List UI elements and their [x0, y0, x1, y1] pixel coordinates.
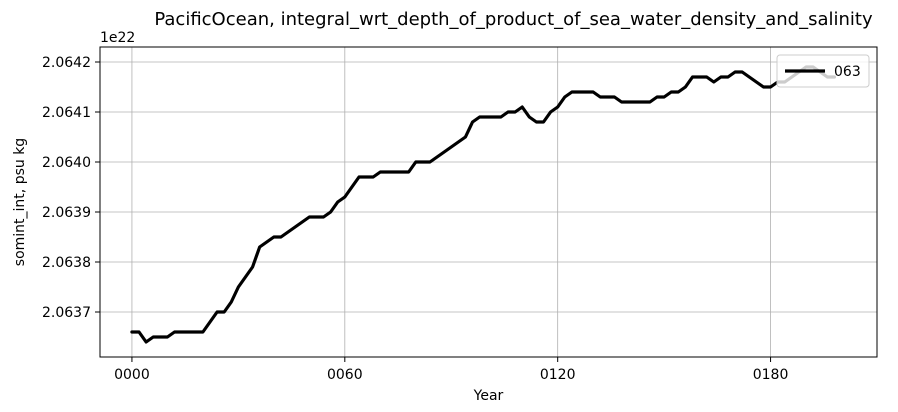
- y-offset-text: 1e22: [100, 30, 135, 46]
- chart-title: PacificOcean, integral_wrt_depth_of_prod…: [154, 9, 873, 30]
- y-tick-label: 2.0642: [42, 55, 91, 71]
- x-tick-label: 0000: [114, 367, 150, 383]
- legend-label: 063: [834, 64, 861, 80]
- x-tick-label: 0060: [327, 367, 363, 383]
- series-line-063: [130, 65, 837, 344]
- y-tick-label: 2.0641: [42, 105, 91, 121]
- plot-frame: [99, 46, 878, 358]
- x-axis-label: Year: [473, 388, 504, 404]
- y-axis-label: somint_int, psu kg: [12, 138, 28, 266]
- y-tick-label: 2.0639: [42, 205, 91, 221]
- y-tick-label: 2.0640: [42, 155, 91, 171]
- y-tick-label: 2.0637: [42, 305, 91, 321]
- x-tick-label: 0180: [753, 367, 789, 383]
- x-tick-label: 0120: [540, 367, 576, 383]
- y-tick-label: 2.0638: [42, 255, 91, 271]
